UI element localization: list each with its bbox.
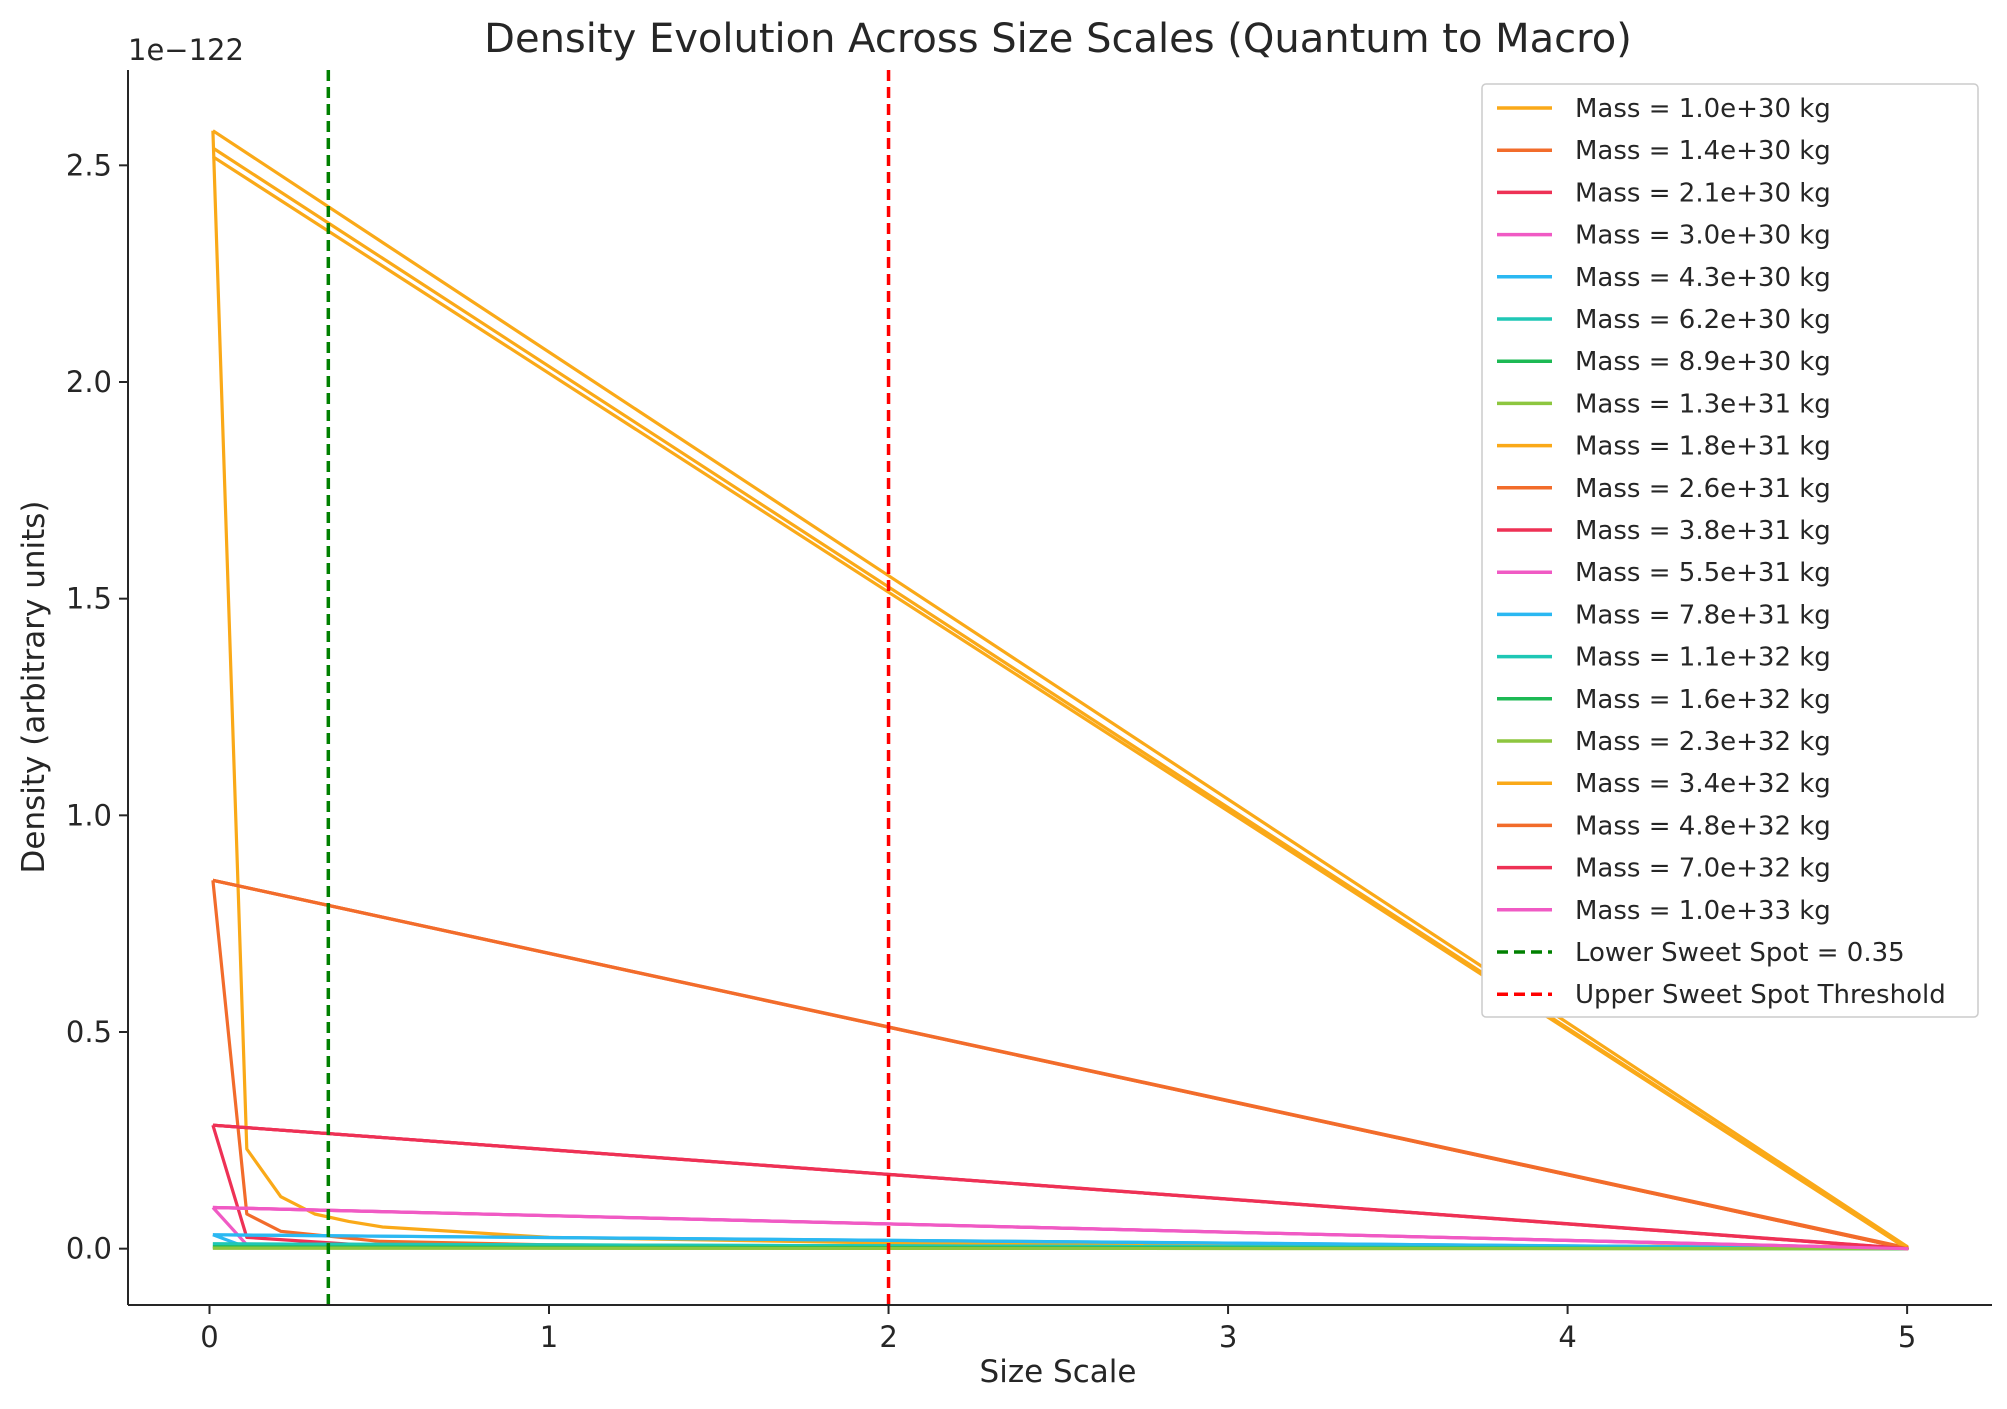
legend-label: Mass = 1.0e+30 kg — [1575, 94, 1831, 124]
y-tick-label: 1.0 — [66, 798, 112, 832]
legend-label: Mass = 1.0e+33 kg — [1575, 896, 1831, 926]
legend-label: Mass = 3.8e+31 kg — [1575, 516, 1831, 546]
legend-label: Mass = 2.1e+30 kg — [1575, 178, 1831, 208]
legend-items: Mass = 1.0e+30 kg Mass = 1.4e+30 kg Mass =… — [1497, 94, 1946, 1010]
x-axis-label: Size Scale — [980, 1354, 1137, 1390]
y-tick-label: 1.5 — [66, 582, 112, 616]
legend: Mass = 1.0e+30 kg Mass = 1.4e+30 kg Mass =… — [1481, 83, 1979, 1018]
legend-label: Mass = 3.4e+32 kg — [1575, 769, 1831, 799]
chart-title: Density Evolution Across Size Scales (Qu… — [484, 16, 1632, 62]
x-tick-label: 4 — [1558, 1320, 1576, 1354]
y-tick-label: 2.5 — [66, 148, 112, 182]
legend-label: Mass = 6.2e+30 kg — [1575, 305, 1831, 335]
y-axis-label: Density (arbitrary units) — [16, 501, 52, 874]
legend-label: Mass = 5.5e+31 kg — [1575, 558, 1831, 588]
series-layer — [211, 129, 1909, 1251]
legend-label: Mass = 1.3e+31 kg — [1575, 389, 1831, 419]
x-ticks: 0 1 2 3 4 5 — [200, 1305, 1916, 1354]
legend-label: Mass = 1.4e+30 kg — [1575, 136, 1831, 166]
x-tick-label: 3 — [1219, 1320, 1237, 1354]
series-line-19 — [212, 1123, 1909, 1251]
x-tick-label: 0 — [200, 1320, 218, 1354]
series-line-16 — [212, 1246, 1909, 1251]
y-tick-label: 2.0 — [66, 365, 112, 399]
x-tick-label: 5 — [1898, 1320, 1916, 1354]
legend-label: Lower Sweet Spot = 0.35 — [1575, 938, 1905, 968]
legend-label: Mass = 1.1e+32 kg — [1575, 643, 1831, 673]
y-tick-label: 0.5 — [66, 1015, 112, 1049]
legend-label: Mass = 4.8e+32 kg — [1575, 811, 1831, 841]
x-tick-label: 1 — [540, 1320, 558, 1354]
x-tick-label: 2 — [879, 1320, 897, 1354]
legend-label: Mass = 3.0e+30 kg — [1575, 221, 1831, 251]
y-tick-label: 0.0 — [66, 1232, 112, 1266]
legend-label: Mass = 4.3e+30 kg — [1575, 263, 1831, 293]
legend-label: Mass = 1.8e+31 kg — [1575, 432, 1831, 462]
legend-label: Mass = 2.6e+31 kg — [1575, 474, 1831, 504]
legend-label: Mass = 8.9e+30 kg — [1575, 347, 1831, 377]
legend-label: Upper Sweet Spot Threshold — [1575, 980, 1946, 1010]
reference-lines — [326, 70, 891, 1305]
axes: 0 1 2 3 4 5 0.0 0.5 1.0 1.5 2.0 2.5 — [66, 70, 1992, 1354]
series-line-20 — [212, 1205, 1909, 1251]
y-ticks: 0.0 0.5 1.0 1.5 2.0 2.5 — [66, 148, 128, 1266]
legend-label: Mass = 7.0e+32 kg — [1575, 854, 1831, 884]
plot-area — [211, 70, 1909, 1305]
legend-box — [1481, 83, 1979, 1018]
legend-label: Mass = 7.8e+31 kg — [1575, 600, 1831, 630]
y-scale-label: 1e−122 — [128, 33, 244, 67]
legend-label: Mass = 1.6e+32 kg — [1575, 685, 1831, 715]
legend-label: Mass = 2.3e+32 kg — [1575, 727, 1831, 757]
